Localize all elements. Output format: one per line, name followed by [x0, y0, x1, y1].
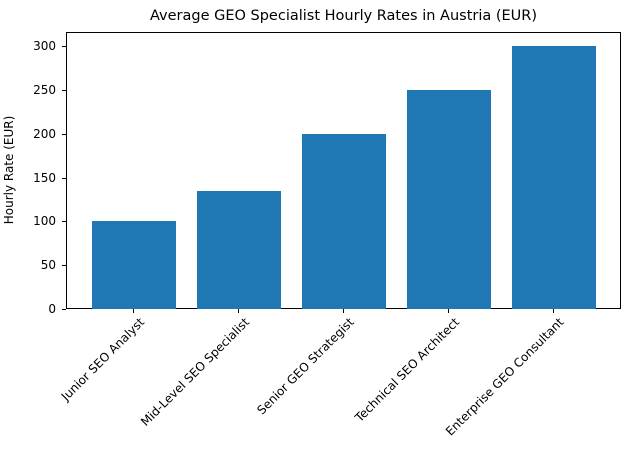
y-tick-label: 250 — [33, 82, 56, 97]
y-tick-label: 150 — [33, 170, 56, 185]
y-tick — [62, 265, 66, 266]
y-tick — [62, 46, 66, 47]
y-tick-label: 300 — [33, 39, 56, 53]
x-tick — [448, 309, 449, 313]
x-tick-label: Technical SEO Architect — [352, 315, 463, 425]
x-tick-label: Mid-Level SEO Specialist — [138, 315, 253, 429]
x-tick-label: Senior GEO Strategist — [254, 315, 357, 418]
y-tick — [62, 90, 66, 91]
x-tick-label: Enterprise GEO Consultant — [443, 315, 567, 439]
y-axis-label: Hourly Rate (EUR) — [2, 115, 16, 225]
y-tick — [62, 309, 66, 310]
y-tick-label: 200 — [33, 126, 56, 141]
bar — [302, 133, 386, 309]
x-tick — [343, 309, 344, 313]
y-axis-label-wrap: Hourly Rate (EUR) — [2, 116, 29, 225]
y-tick — [62, 178, 66, 179]
plot-area — [66, 32, 621, 309]
x-tick — [133, 309, 134, 313]
x-tick-label: Junior SEO Analyst — [58, 315, 148, 404]
bar — [92, 221, 176, 309]
chart-title: Average GEO Specialist Hourly Rates in A… — [149, 8, 538, 24]
x-tick — [238, 309, 239, 313]
y-tick-label: 50 — [40, 258, 56, 273]
y-tick — [62, 221, 66, 222]
y-tick — [62, 134, 66, 135]
bar — [407, 89, 491, 309]
y-tick-label: 0 — [48, 302, 56, 316]
y-tick-label: 100 — [33, 214, 56, 229]
x-tick — [553, 309, 554, 313]
bar — [512, 46, 596, 309]
bar — [197, 190, 281, 309]
